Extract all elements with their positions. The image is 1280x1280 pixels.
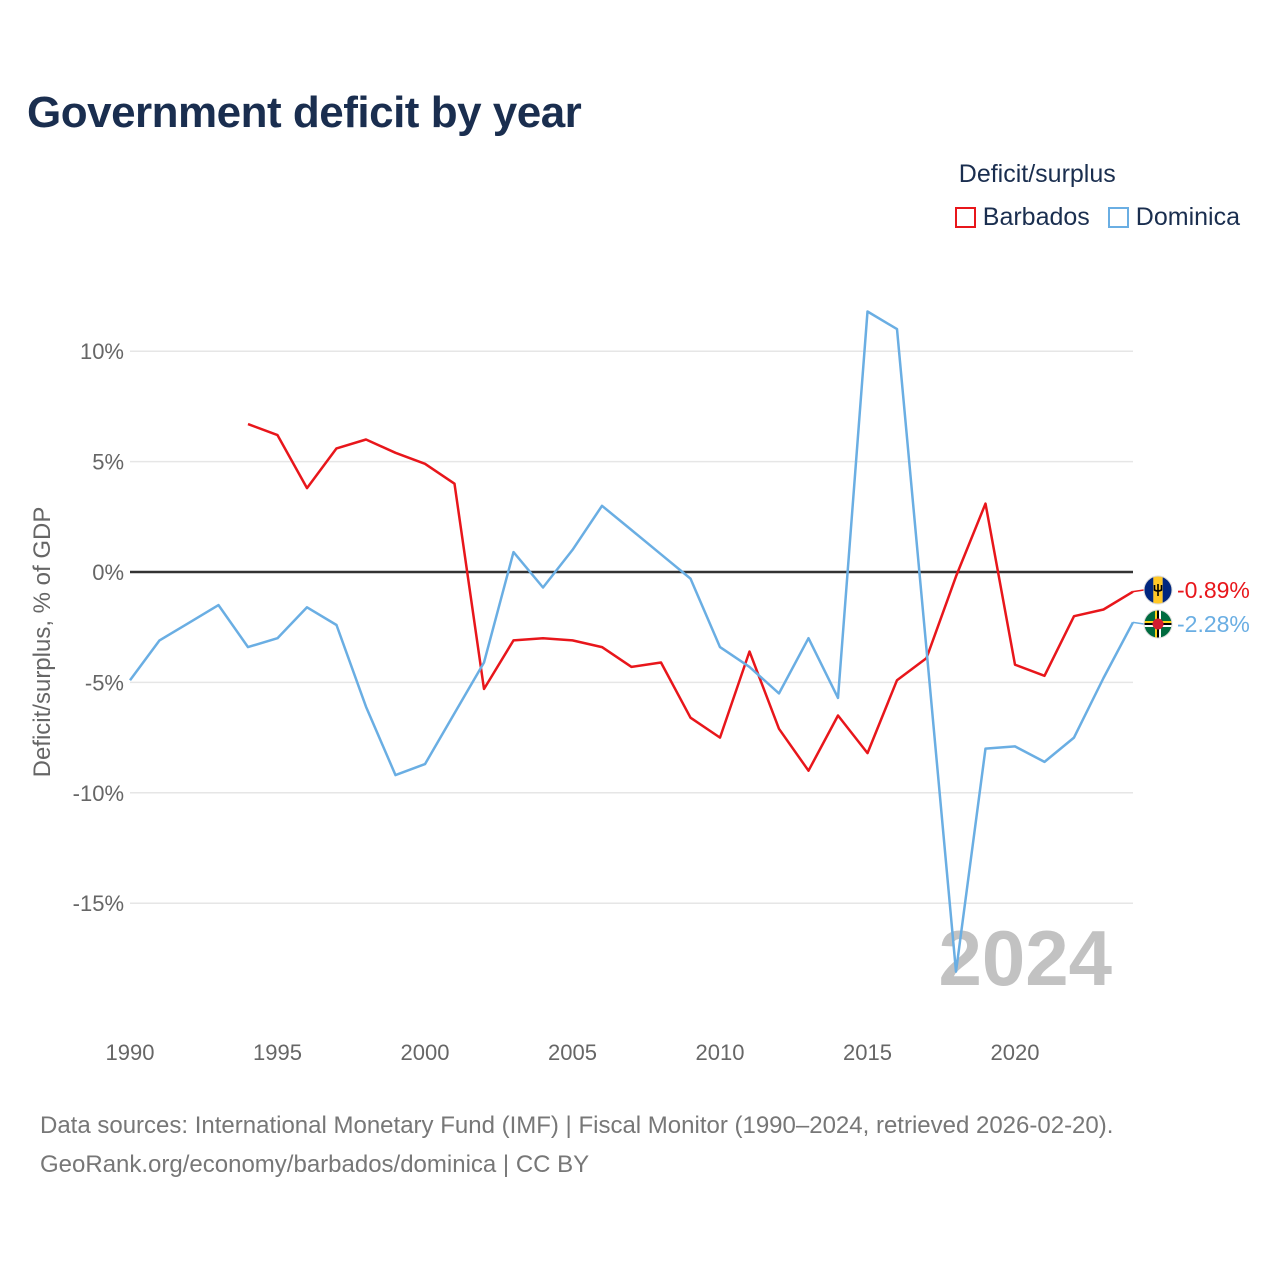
- x-tick-label: 2010: [696, 1040, 745, 1065]
- legend-item-barbados[interactable]: Barbados: [954, 203, 1090, 232]
- series-line-dominica: [128, 310, 1135, 973]
- y-tick-label: 0%: [92, 560, 124, 585]
- x-tick-label: 2020: [991, 1040, 1040, 1065]
- y-tick-label: 10%: [80, 339, 124, 364]
- legend-title: Deficit/surplus: [958, 160, 1116, 188]
- y-tick-label: -15%: [73, 891, 124, 916]
- footer-sources: Data sources: International Monetary Fun…: [40, 1112, 1114, 1139]
- end-connector: [1132, 621, 1145, 625]
- legend-item-dominica[interactable]: Dominica: [1107, 203, 1240, 232]
- end-label-barbados: -0.89%: [1177, 577, 1250, 603]
- x-tick-label: 1990: [106, 1040, 155, 1065]
- line-chart: 2024 -0.89% -2.28% 10% 5% 0% -5% -10% -15% 1990…: [29, 310, 1250, 1065]
- y-tick-label: -10%: [73, 781, 124, 806]
- series-line-barbados: [247, 422, 1134, 772]
- legend-label-dominica: Dominica: [1135, 203, 1240, 231]
- legend-label-barbados: Barbados: [982, 203, 1090, 231]
- x-tick-label: 1995: [253, 1040, 302, 1065]
- legend: Deficit/surplus Barbados Dominica: [954, 160, 1240, 232]
- barbados-flag-icon: [1143, 575, 1173, 605]
- footer-attribution: GeoRank.org/economy/barbados/dominica | …: [40, 1151, 590, 1178]
- legend-swatch-dominica: [1107, 207, 1129, 228]
- x-tick-label: 2015: [843, 1040, 892, 1065]
- y-axis-title: Deficit/surplus, % of GDP: [29, 507, 56, 778]
- chart-title: Government deficit by year: [27, 88, 582, 137]
- legend-swatch-barbados: [954, 207, 976, 228]
- year-watermark: 2024: [938, 914, 1112, 1002]
- x-tick-label: 2005: [548, 1040, 597, 1065]
- x-tick-label: 2000: [401, 1040, 450, 1065]
- dominica-flag-icon: [1143, 609, 1173, 639]
- y-tick-label: 5%: [92, 450, 124, 475]
- footer: Data sources: International Monetary Fun…: [40, 1106, 1113, 1184]
- end-label-dominica: -2.28%: [1177, 611, 1250, 637]
- end-connector: [1132, 589, 1145, 593]
- y-tick-label: -5%: [85, 670, 124, 695]
